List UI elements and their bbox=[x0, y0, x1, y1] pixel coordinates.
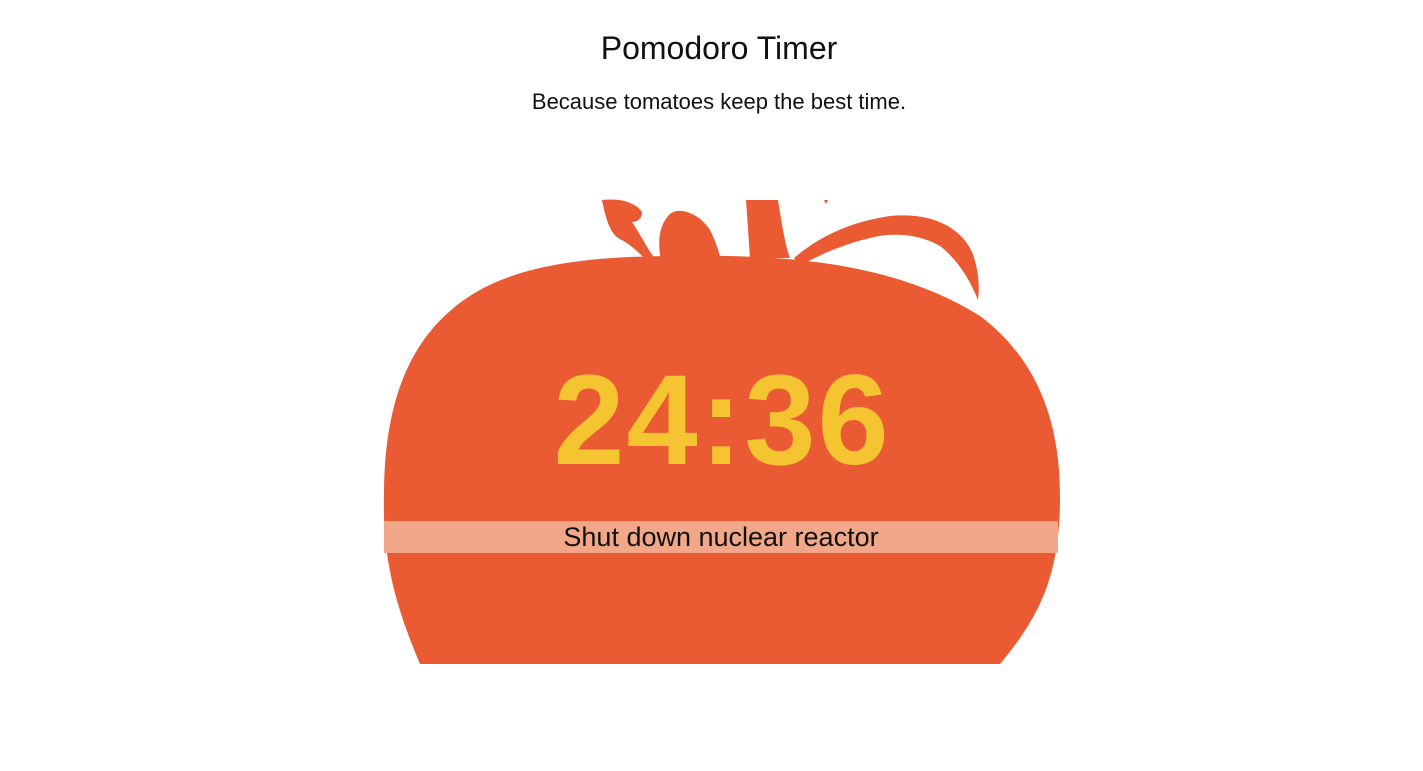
task-input[interactable] bbox=[384, 521, 1058, 553]
page-subtitle: Because tomatoes keep the best time. bbox=[531, 89, 907, 114]
task-band bbox=[384, 521, 1058, 553]
tomato-body bbox=[383, 255, 1060, 664]
tomato-icon bbox=[383, 199, 1060, 664]
tomato-timer: 24:36 bbox=[380, 196, 1064, 666]
page-title: Pomodoro Timer bbox=[600, 30, 838, 66]
timer-display[interactable]: 24:36 bbox=[553, 349, 891, 492]
stem-icon bbox=[602, 199, 979, 300]
